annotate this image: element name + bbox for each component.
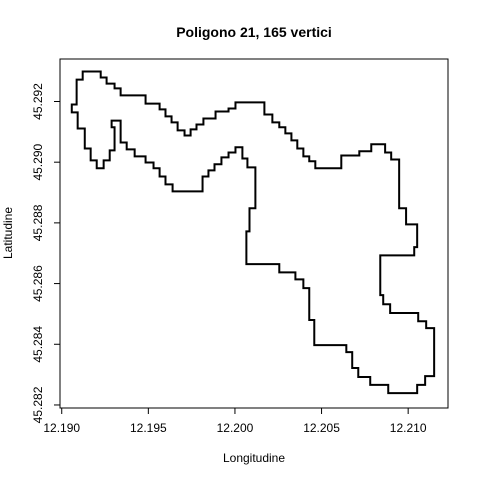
y-tick-label: 45.290 xyxy=(31,144,45,181)
y-tick-label: 45.282 xyxy=(31,386,45,423)
x-tick-label: 12.205 xyxy=(303,421,340,435)
y-tick-label: 45.292 xyxy=(31,83,45,120)
x-tick-label: 12.190 xyxy=(43,421,80,435)
polygon-outline xyxy=(70,70,436,395)
x-tick-label: 12.200 xyxy=(217,421,254,435)
x-tick-label: 12.195 xyxy=(130,421,167,435)
y-tick-label: 45.286 xyxy=(31,265,45,302)
chart-title: Poligono 21, 165 vertici xyxy=(176,24,332,40)
x-axis-label: Longitudine xyxy=(223,451,285,465)
y-tick-label: 45.284 xyxy=(31,326,45,363)
x-tick-label: 12.210 xyxy=(390,421,427,435)
y-axis-label: Latitudine xyxy=(1,207,15,259)
y-tick-label: 45.288 xyxy=(31,204,45,241)
